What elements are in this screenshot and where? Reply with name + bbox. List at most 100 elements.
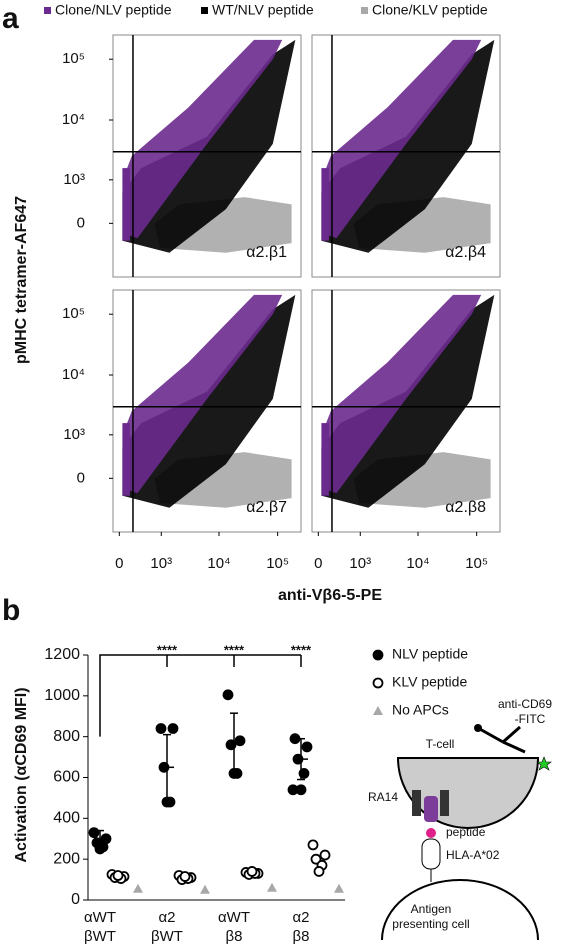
data-point <box>234 735 246 747</box>
panel-label: a <box>2 2 19 35</box>
x-tick-label: αWT <box>84 909 116 926</box>
data-point <box>313 866 325 877</box>
diagram-label: T-cell <box>426 737 455 751</box>
x-tick-label: 10⁵ <box>266 555 289 572</box>
legend-label: NLV peptide <box>392 646 468 662</box>
diagram-label: anti-CD69 <box>498 697 552 711</box>
x-tick-label: α2 <box>158 909 175 926</box>
data-point <box>155 723 167 734</box>
y-tick-label: 10⁴ <box>62 111 85 128</box>
y-tick-label: 600 <box>53 769 80 786</box>
event-cloud <box>321 423 329 496</box>
antibody-shape <box>502 740 526 754</box>
peptide-shape <box>426 828 436 838</box>
y-tick-label: 1200 <box>44 646 80 663</box>
plot-frame <box>311 34 501 278</box>
event-cloud <box>122 39 283 239</box>
data-point <box>267 882 277 892</box>
tcr-shape <box>424 796 438 822</box>
x-tick-label: βWT <box>151 928 183 945</box>
diagram-label: peptide <box>446 825 486 839</box>
data-point <box>167 723 179 734</box>
data-point <box>133 883 143 893</box>
data-point <box>301 741 313 753</box>
y-tick-label: 10⁵ <box>62 305 85 322</box>
y-axis-label: pMHC tetramer-AF647 <box>13 196 30 364</box>
event-cloud <box>122 168 130 241</box>
event-cloud <box>321 168 329 241</box>
antibody-shape <box>502 725 521 744</box>
diagram: T-cell anti-CD69 -FITC RA14 peptide HLA-… <box>368 697 552 941</box>
y-axis-label: Activation (αCD69 MFI) <box>13 687 30 862</box>
tcr-shape <box>440 790 449 816</box>
y-tick-label: 0 <box>77 469 85 486</box>
y-tick-label: 0 <box>77 214 85 231</box>
data-point <box>88 827 100 839</box>
legend-label: WT/NLV peptide <box>212 2 314 18</box>
diagram-label: -FITC <box>515 712 546 726</box>
panel-label: b <box>2 594 20 627</box>
significance-label: **** <box>157 642 178 657</box>
plot-frame <box>311 289 501 533</box>
y-tick-label: 10³ <box>63 171 85 188</box>
legend-marker <box>373 706 383 715</box>
mhc-shape <box>421 838 441 870</box>
event-cloud <box>321 294 482 494</box>
y-tick-label: 10⁵ <box>62 50 85 67</box>
legend-label: KLV peptide <box>392 674 467 690</box>
y-tick-label: 10³ <box>63 426 85 443</box>
x-tick-label: 0 <box>115 555 123 572</box>
antibody-shape <box>474 724 482 732</box>
legend-label: Clone/NLV peptide <box>55 2 172 18</box>
x-tick-label: 10⁴ <box>406 555 429 572</box>
diagram-label: presenting cell <box>392 917 469 931</box>
legend-label: Clone/KLV peptide <box>372 2 488 18</box>
x-tick-label: αWT <box>218 909 250 926</box>
tcr-shape <box>412 790 421 816</box>
significance-label: **** <box>291 642 312 657</box>
panel-name: α2.β1 <box>246 244 287 261</box>
event-cloud <box>321 39 482 239</box>
legend-marker <box>201 7 208 14</box>
x-tick-label: 10³ <box>349 555 371 572</box>
legend-marker <box>372 677 384 689</box>
x-tick-label: 0 <box>314 555 322 572</box>
y-tick-label: 0 <box>71 891 80 908</box>
y-tick-label: 1000 <box>44 687 80 704</box>
diagram-label: HLA-A*02 <box>446 848 500 862</box>
x-tick-label: β8 <box>293 928 310 945</box>
x-tick-label: 10³ <box>150 555 172 572</box>
x-axis-label: anti-Vβ6-5-PE <box>278 587 382 604</box>
diagram-label: RA14 <box>368 790 398 804</box>
y-tick-label: 10⁴ <box>62 366 85 383</box>
y-tick-label: 400 <box>53 810 80 827</box>
data-point <box>200 884 210 894</box>
y-tick-label: 200 <box>53 850 80 867</box>
x-tick-label: β8 <box>226 928 243 945</box>
data-point <box>112 870 124 881</box>
panel-name: α2.β4 <box>445 244 486 261</box>
significance-label: **** <box>224 642 245 657</box>
panel-name: α2.β7 <box>246 499 287 516</box>
x-tick-label: α2 <box>292 909 309 926</box>
data-point <box>334 883 344 893</box>
apc-shape <box>381 879 539 941</box>
event-cloud <box>122 294 283 494</box>
legend-marker <box>372 649 384 661</box>
event-cloud <box>122 423 130 496</box>
antibody-shape <box>477 726 504 744</box>
legend-marker <box>44 7 51 14</box>
x-tick-label: 10⁴ <box>207 555 230 572</box>
data-point <box>222 689 234 701</box>
legend-marker <box>361 7 368 14</box>
diagram-label: Antigen <box>411 902 452 916</box>
data-point <box>319 849 331 861</box>
data-point <box>287 784 299 796</box>
fitc-star <box>536 756 552 771</box>
significance-bracket <box>99 654 302 737</box>
panel-name: α2.β8 <box>445 499 486 516</box>
legend-label: No APCs <box>392 702 449 718</box>
data-point <box>307 839 319 851</box>
plot-frame <box>112 34 302 278</box>
x-tick-label: 10⁵ <box>465 555 488 572</box>
